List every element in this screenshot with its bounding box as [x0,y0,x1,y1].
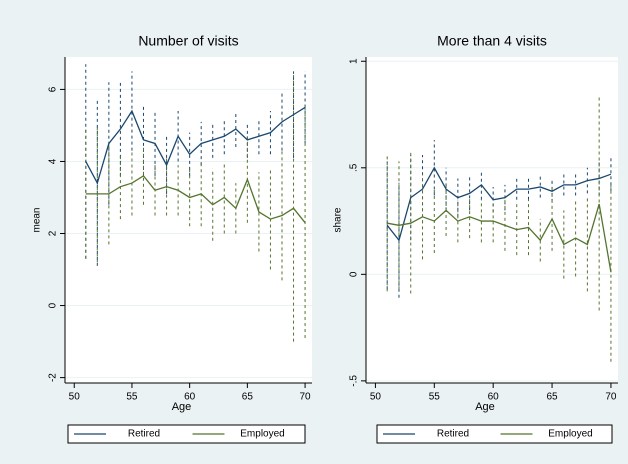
x-tick-label: 65 [242,392,254,403]
y-axis-label: mean [32,207,43,232]
y-tick-label: 2 [48,230,59,236]
series-line [85,175,306,224]
y-tick-label: -.5 [349,375,360,387]
series-line [386,166,612,242]
x-tick-label: 60 [184,392,196,403]
y-tick-label: 0 [48,302,59,308]
plot-area [366,57,618,383]
legend-label: Employed [548,429,592,440]
plot-area [65,57,312,383]
x-tick-label: 55 [429,392,441,403]
x-tick-label: 70 [605,392,617,403]
legend-box [67,424,306,444]
y-tick-label: 1 [349,58,360,64]
x-tick-label: 50 [370,392,382,403]
chart-title: More than 4 visits [437,33,547,49]
y-tick-label: -2 [48,373,59,382]
legend-label: Retired [437,429,469,440]
y-tick-label: 0 [349,271,360,277]
y-axis-label: share [333,207,344,232]
x-axis-label: Age [172,401,192,413]
y-tick-label: 4 [48,158,59,164]
chart-title: Number of visits [138,33,238,49]
y-tick-label: .5 [349,163,360,172]
x-tick-label: 55 [126,392,138,403]
legend-label: Retired [128,429,160,440]
y-tick-label: 6 [48,86,59,92]
series-line [85,106,306,185]
x-tick-label: 70 [300,392,312,403]
legend-label: Employed [240,429,284,440]
series-line [387,203,612,273]
x-tick-label: 60 [488,392,500,403]
x-tick-label: 50 [69,392,81,403]
x-tick-label: 65 [546,392,558,403]
legend-box [376,424,613,444]
x-axis-label: Age [475,401,495,413]
